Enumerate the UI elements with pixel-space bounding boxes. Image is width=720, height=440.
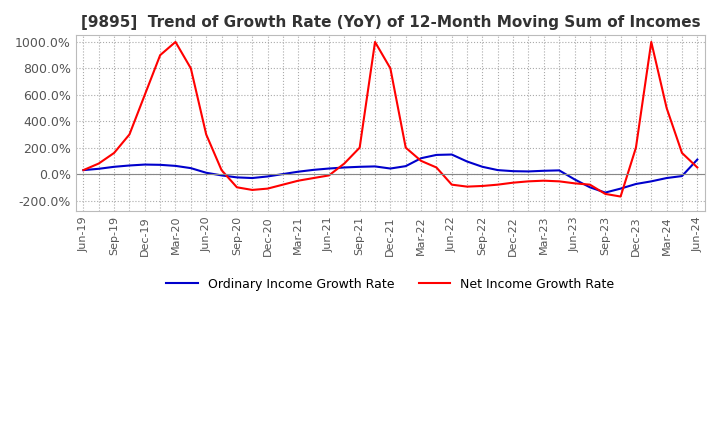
Ordinary Income Growth Rate bbox=[539, 168, 548, 173]
Ordinary Income Growth Rate bbox=[94, 166, 103, 172]
Net Income Growth Rate bbox=[79, 168, 88, 173]
Line: Net Income Growth Rate: Net Income Growth Rate bbox=[84, 42, 698, 197]
Net Income Growth Rate bbox=[524, 179, 533, 184]
Net Income Growth Rate bbox=[186, 66, 195, 71]
Net Income Growth Rate bbox=[678, 150, 686, 156]
Net Income Growth Rate bbox=[647, 39, 656, 44]
Ordinary Income Growth Rate bbox=[493, 168, 502, 173]
Net Income Growth Rate bbox=[94, 161, 103, 166]
Ordinary Income Growth Rate bbox=[356, 164, 364, 169]
Ordinary Income Growth Rate bbox=[171, 163, 180, 169]
Net Income Growth Rate bbox=[432, 165, 441, 170]
Net Income Growth Rate bbox=[478, 183, 487, 189]
Legend: Ordinary Income Growth Rate, Net Income Growth Rate: Ordinary Income Growth Rate, Net Income … bbox=[161, 273, 619, 296]
Ordinary Income Growth Rate bbox=[555, 168, 564, 173]
Net Income Growth Rate bbox=[662, 105, 671, 110]
Ordinary Income Growth Rate bbox=[447, 152, 456, 157]
Net Income Growth Rate bbox=[109, 150, 118, 156]
Net Income Growth Rate bbox=[310, 176, 318, 181]
Ordinary Income Growth Rate bbox=[109, 164, 118, 169]
Ordinary Income Growth Rate bbox=[509, 169, 518, 174]
Net Income Growth Rate bbox=[447, 182, 456, 187]
Net Income Growth Rate bbox=[325, 173, 333, 178]
Ordinary Income Growth Rate bbox=[294, 169, 302, 174]
Ordinary Income Growth Rate bbox=[662, 176, 671, 181]
Ordinary Income Growth Rate bbox=[79, 168, 88, 173]
Net Income Growth Rate bbox=[570, 181, 579, 186]
Net Income Growth Rate bbox=[248, 187, 256, 193]
Line: Ordinary Income Growth Rate: Ordinary Income Growth Rate bbox=[84, 154, 698, 193]
Net Income Growth Rate bbox=[125, 132, 134, 137]
Ordinary Income Growth Rate bbox=[325, 166, 333, 171]
Ordinary Income Growth Rate bbox=[310, 167, 318, 172]
Ordinary Income Growth Rate bbox=[432, 152, 441, 158]
Ordinary Income Growth Rate bbox=[186, 165, 195, 171]
Ordinary Income Growth Rate bbox=[279, 172, 287, 177]
Ordinary Income Growth Rate bbox=[631, 181, 640, 187]
Net Income Growth Rate bbox=[156, 52, 164, 58]
Net Income Growth Rate bbox=[631, 145, 640, 150]
Net Income Growth Rate bbox=[463, 184, 472, 189]
Net Income Growth Rate bbox=[386, 66, 395, 71]
Net Income Growth Rate bbox=[601, 191, 610, 197]
Ordinary Income Growth Rate bbox=[248, 176, 256, 181]
Ordinary Income Growth Rate bbox=[233, 175, 241, 180]
Ordinary Income Growth Rate bbox=[156, 162, 164, 168]
Net Income Growth Rate bbox=[140, 92, 149, 97]
Net Income Growth Rate bbox=[616, 194, 625, 199]
Ordinary Income Growth Rate bbox=[678, 173, 686, 179]
Ordinary Income Growth Rate bbox=[647, 179, 656, 184]
Net Income Growth Rate bbox=[371, 39, 379, 44]
Net Income Growth Rate bbox=[217, 168, 226, 173]
Ordinary Income Growth Rate bbox=[202, 170, 210, 176]
Ordinary Income Growth Rate bbox=[693, 157, 702, 162]
Ordinary Income Growth Rate bbox=[478, 164, 487, 169]
Ordinary Income Growth Rate bbox=[140, 162, 149, 167]
Ordinary Income Growth Rate bbox=[601, 190, 610, 195]
Net Income Growth Rate bbox=[171, 39, 180, 44]
Ordinary Income Growth Rate bbox=[401, 164, 410, 169]
Ordinary Income Growth Rate bbox=[371, 164, 379, 169]
Net Income Growth Rate bbox=[202, 132, 210, 137]
Ordinary Income Growth Rate bbox=[417, 156, 426, 161]
Net Income Growth Rate bbox=[555, 179, 564, 184]
Net Income Growth Rate bbox=[233, 185, 241, 190]
Net Income Growth Rate bbox=[279, 182, 287, 187]
Ordinary Income Growth Rate bbox=[217, 173, 226, 178]
Ordinary Income Growth Rate bbox=[524, 169, 533, 174]
Net Income Growth Rate bbox=[585, 182, 594, 187]
Ordinary Income Growth Rate bbox=[570, 177, 579, 182]
Ordinary Income Growth Rate bbox=[264, 174, 272, 179]
Ordinary Income Growth Rate bbox=[340, 165, 348, 170]
Ordinary Income Growth Rate bbox=[125, 163, 134, 168]
Ordinary Income Growth Rate bbox=[386, 166, 395, 171]
Net Income Growth Rate bbox=[417, 158, 426, 164]
Net Income Growth Rate bbox=[294, 178, 302, 183]
Net Income Growth Rate bbox=[264, 186, 272, 191]
Title: [9895]  Trend of Growth Rate (YoY) of 12-Month Moving Sum of Incomes: [9895] Trend of Growth Rate (YoY) of 12-… bbox=[81, 15, 700, 30]
Net Income Growth Rate bbox=[401, 145, 410, 150]
Net Income Growth Rate bbox=[493, 182, 502, 187]
Ordinary Income Growth Rate bbox=[616, 186, 625, 191]
Net Income Growth Rate bbox=[509, 180, 518, 185]
Ordinary Income Growth Rate bbox=[585, 185, 594, 190]
Net Income Growth Rate bbox=[693, 165, 702, 170]
Net Income Growth Rate bbox=[356, 145, 364, 150]
Net Income Growth Rate bbox=[340, 161, 348, 166]
Net Income Growth Rate bbox=[539, 178, 548, 183]
Ordinary Income Growth Rate bbox=[463, 159, 472, 164]
